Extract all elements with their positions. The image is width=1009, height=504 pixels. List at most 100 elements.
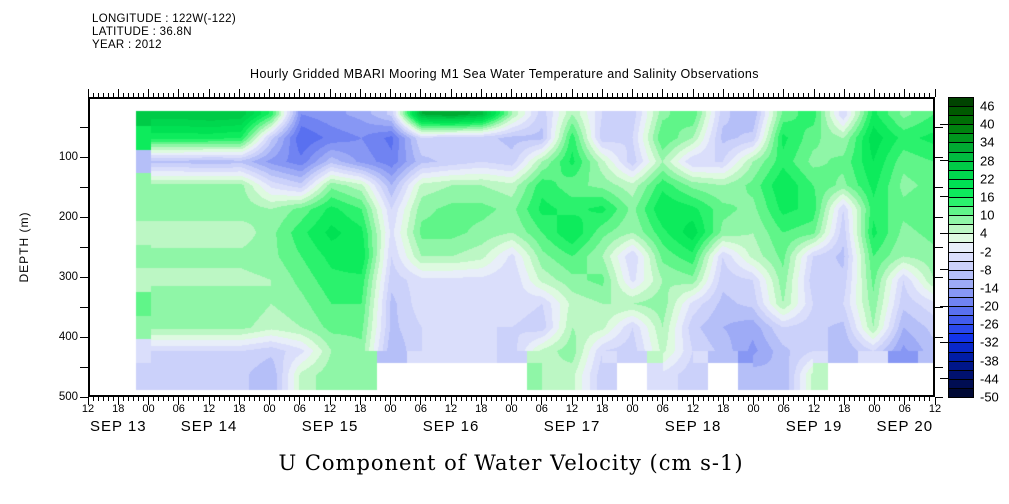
x-tick <box>652 397 654 401</box>
variable-title: U Component of Water Velocity (cm s-1) <box>278 451 744 475</box>
x-tick <box>909 93 911 97</box>
x-tick <box>132 397 134 401</box>
x-tick <box>813 89 815 97</box>
x-tick <box>581 397 583 401</box>
x-tick <box>97 397 99 401</box>
x-tick <box>727 93 729 97</box>
x-tick <box>606 397 608 401</box>
x-tick <box>384 93 386 97</box>
station-metadata: LONGITUDE : 122W(-122) LATITUDE : 36.8N … <box>92 13 236 52</box>
x-tick <box>753 89 754 97</box>
x-tick <box>213 397 215 401</box>
x-tick <box>480 397 482 405</box>
x-tick <box>662 89 664 97</box>
x-hour-label: 00 <box>868 403 881 415</box>
x-tick <box>475 93 477 97</box>
x-tick <box>173 397 175 401</box>
x-tick <box>778 93 780 97</box>
x-tick <box>153 397 155 401</box>
x-tick <box>677 397 679 401</box>
plot-title: Hourly Gridded MBARI Mooring M1 Sea Wate… <box>250 67 759 81</box>
x-tick <box>148 397 149 405</box>
x-hour-label: 12 <box>202 403 216 415</box>
y-tick <box>80 366 88 368</box>
x-tick <box>727 397 729 401</box>
colorbar-tick <box>940 232 948 234</box>
x-tick <box>289 93 291 97</box>
x-tick <box>163 93 165 97</box>
x-tick <box>637 397 639 401</box>
x-tick <box>183 397 185 401</box>
x-tick <box>405 93 407 97</box>
x-tick <box>127 93 129 97</box>
x-tick <box>173 93 175 97</box>
x-tick <box>117 89 119 97</box>
x-tick <box>248 93 250 97</box>
x-tick <box>480 89 482 97</box>
x-tick <box>475 397 477 401</box>
x-tick <box>203 93 205 97</box>
x-tick <box>339 93 341 97</box>
x-tick <box>742 93 744 97</box>
x-tick <box>828 93 830 97</box>
y-tick <box>935 306 943 308</box>
x-tick <box>359 397 361 405</box>
x-tick <box>914 397 916 401</box>
x-tick <box>495 397 497 401</box>
x-tick <box>697 397 699 401</box>
colorbar-tick-label: 16 <box>980 189 995 205</box>
heatmap-canvas <box>90 99 933 395</box>
x-tick <box>576 397 578 401</box>
x-tick <box>521 93 523 97</box>
x-tick <box>208 397 210 405</box>
x-tick <box>334 93 336 97</box>
x-tick <box>294 93 296 97</box>
x-tick <box>551 397 553 401</box>
x-tick <box>747 397 749 401</box>
x-tick <box>853 93 855 97</box>
x-tick <box>349 397 351 401</box>
x-tick <box>435 93 437 97</box>
x-hour-label: 12 <box>565 403 579 415</box>
x-tick <box>717 93 719 97</box>
x-tick <box>591 397 593 401</box>
x-tick <box>763 93 765 97</box>
x-tick <box>253 93 255 97</box>
x-tick <box>465 397 467 401</box>
x-tick <box>788 397 790 401</box>
x-tick <box>490 93 492 97</box>
colorbar-tick-label: 10 <box>980 207 995 223</box>
x-tick <box>833 397 835 401</box>
x-tick <box>833 93 835 97</box>
x-date-label: SEP 16 <box>422 418 480 435</box>
x-hour-label: 06 <box>898 403 911 415</box>
x-hour-label: 12 <box>686 403 700 415</box>
x-tick <box>243 397 245 401</box>
x-hour-label: 12 <box>444 403 458 415</box>
x-tick <box>914 93 916 97</box>
y-tick <box>80 156 88 158</box>
x-tick <box>858 93 860 97</box>
x-tick <box>621 93 623 97</box>
x-tick <box>470 93 472 97</box>
x-tick <box>420 89 422 97</box>
colorbar-tick <box>940 341 948 343</box>
x-tick <box>616 93 618 97</box>
x-tick <box>601 89 603 97</box>
x-tick <box>626 93 628 97</box>
x-tick <box>329 397 331 405</box>
year-label: YEAR : 2012 <box>92 39 162 51</box>
x-tick <box>253 397 255 401</box>
x-hour-label: 00 <box>747 403 760 415</box>
x-tick <box>606 93 608 97</box>
x-tick <box>102 397 104 401</box>
x-tick <box>536 397 538 401</box>
x-hour-label: 18 <box>233 403 246 415</box>
x-tick <box>687 397 689 401</box>
x-tick <box>611 93 613 97</box>
y-tick <box>935 246 943 248</box>
x-tick <box>163 397 165 401</box>
x-tick <box>924 93 926 97</box>
y-tick <box>935 366 943 368</box>
x-date-label: SEP 14 <box>180 418 238 435</box>
